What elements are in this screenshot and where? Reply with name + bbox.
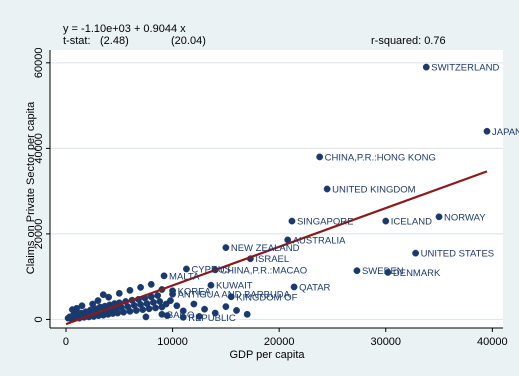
chart-texts: y = -1.10e+03 + 0.9044 x t-stat: (2.48) … (25, 23, 446, 361)
point-label: CHINA,P.R.:HONG KONG (325, 152, 436, 163)
point-label: ISRAEL (255, 254, 289, 265)
point-label: SWEDEN (362, 266, 404, 277)
data-point (120, 308, 127, 316)
tstat-slope: (20.04) (171, 35, 206, 47)
y-tick-label: 20000 (33, 219, 45, 250)
y-tick-label: 60000 (33, 48, 45, 79)
data-point (483, 127, 491, 135)
axes: 0 10000 20000 30000 40000 0 20000 40000 60000 (33, 48, 508, 348)
data-point (152, 304, 159, 312)
data-point (422, 63, 430, 71)
data-point (222, 303, 230, 311)
x-tick-label: 20000 (264, 336, 295, 348)
regression-equation: y = -1.10e+03 + 0.9044 x (63, 23, 186, 35)
data-point (147, 280, 155, 288)
data-point (160, 272, 168, 280)
data-point (137, 283, 145, 291)
data-point (211, 309, 219, 317)
point-label: UNITED KINGDOM (332, 185, 415, 196)
data-point (114, 309, 122, 317)
data-point (323, 185, 331, 193)
x-tick-label: 30000 (370, 336, 401, 348)
point-label: CYPRUS (191, 264, 231, 275)
data-point (201, 305, 208, 313)
data-point (132, 307, 140, 314)
data-point (316, 153, 324, 161)
point-label: JAPAN (492, 127, 519, 138)
point-label: CHINA,P.R.:MACAO (220, 265, 307, 276)
data-point (290, 283, 298, 291)
data-point (145, 305, 153, 313)
data-point (353, 267, 361, 275)
data-point (435, 213, 443, 221)
point-label: SINGAPORE (297, 217, 354, 228)
x-axis-title: GDP per capita (229, 349, 305, 361)
point-label: KOREA (178, 286, 212, 297)
point-label: MALTA (169, 271, 200, 282)
data-point (243, 310, 251, 318)
data-point (169, 290, 176, 298)
regression-line (65, 170, 488, 326)
data-point (115, 289, 123, 297)
point-label: BAGO (167, 310, 194, 321)
regression-line-group (65, 170, 488, 326)
data-point (94, 297, 102, 305)
data-point (222, 244, 230, 251)
data-point (154, 292, 162, 299)
data-point (99, 291, 107, 299)
point-label: NEW ZEALAND (231, 243, 300, 254)
y-tick-label: 0 (33, 316, 45, 322)
tstat-intercept: (2.48) (100, 35, 129, 47)
data-point (126, 286, 134, 294)
data-point (167, 297, 174, 305)
tstat-prefix: t-stat: (63, 35, 91, 47)
y-axis-title: Claims on Private Sector per capita (25, 101, 37, 274)
point-label: DENMARK (393, 268, 441, 279)
gridlines (50, 62, 503, 321)
data-point (158, 310, 166, 318)
data-point (78, 302, 86, 310)
x-tick-label: 40000 (477, 336, 508, 348)
point-label: NORWAY (444, 212, 486, 223)
data-point (139, 306, 147, 314)
data-point (173, 302, 181, 310)
r-squared-label: r-squared: 0.76 (371, 35, 446, 47)
data-point (89, 300, 97, 308)
point-label: SWITZERLAND (431, 63, 499, 74)
data-point (227, 293, 235, 301)
data-point (195, 313, 203, 320)
data-point (207, 281, 215, 289)
x-tick-label: 0 (63, 336, 69, 348)
point-label: AUSTRALIA (293, 235, 346, 246)
x-tick-label: 10000 (157, 336, 188, 348)
data-point (190, 300, 198, 308)
data-point (384, 268, 392, 276)
data-point (179, 313, 187, 321)
point-label: KINGDOM OF (236, 292, 297, 303)
data-point (233, 307, 240, 314)
point-label: KUWAIT (216, 281, 253, 292)
data-point (382, 217, 390, 225)
point-label: ICELAND (391, 217, 432, 228)
data-point (288, 217, 296, 225)
point-label: ANTIGUA AND BARBUDA (178, 290, 291, 301)
data-point (126, 307, 134, 315)
y-tick-label: 40000 (33, 133, 45, 164)
point-labels: SWITZERLAND JAPAN CHINA,P.R.:HONG KONG UNIT… (167, 63, 519, 324)
point-label: QATAR (299, 282, 330, 293)
point-label: REPUBLIC (188, 313, 236, 324)
point-label: UNITED STATES (421, 249, 495, 260)
data-point (183, 265, 190, 273)
data-point (142, 313, 150, 321)
plot-area (50, 50, 503, 328)
data-point (412, 249, 419, 257)
